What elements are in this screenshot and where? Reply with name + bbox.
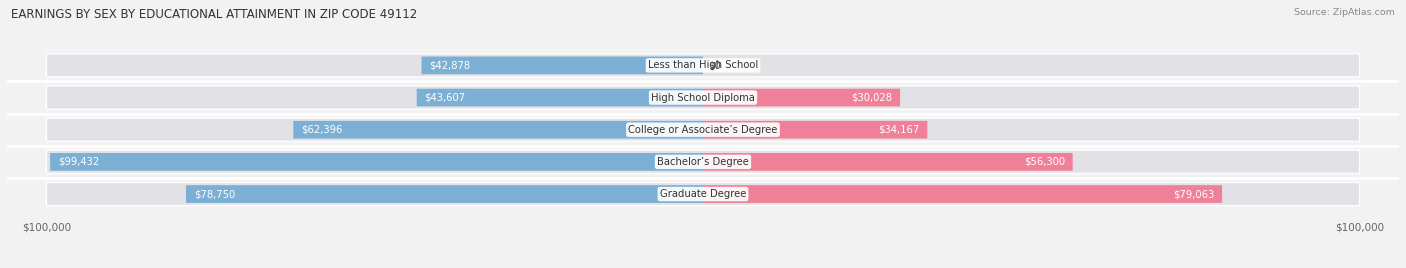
Text: $34,167: $34,167 [879,125,920,135]
FancyBboxPatch shape [46,183,1360,206]
Text: $30,028: $30,028 [851,92,893,103]
FancyBboxPatch shape [703,89,900,106]
FancyBboxPatch shape [416,89,703,106]
Text: Less than High School: Less than High School [648,60,758,70]
Text: $0: $0 [709,60,721,70]
FancyBboxPatch shape [294,121,703,139]
Text: $79,063: $79,063 [1173,189,1215,199]
FancyBboxPatch shape [186,185,703,203]
FancyBboxPatch shape [703,185,1222,203]
Text: $78,750: $78,750 [194,189,235,199]
Text: $56,300: $56,300 [1024,157,1064,167]
Text: $42,878: $42,878 [429,60,471,70]
Text: EARNINGS BY SEX BY EDUCATIONAL ATTAINMENT IN ZIP CODE 49112: EARNINGS BY SEX BY EDUCATIONAL ATTAINMEN… [11,8,418,21]
Text: $62,396: $62,396 [301,125,343,135]
Text: Bachelor’s Degree: Bachelor’s Degree [657,157,749,167]
Text: Graduate Degree: Graduate Degree [659,189,747,199]
Text: High School Diploma: High School Diploma [651,92,755,103]
Text: Source: ZipAtlas.com: Source: ZipAtlas.com [1294,8,1395,17]
Text: $43,607: $43,607 [425,92,465,103]
FancyBboxPatch shape [46,86,1360,109]
FancyBboxPatch shape [46,54,1360,77]
FancyBboxPatch shape [51,153,703,171]
FancyBboxPatch shape [703,121,928,139]
Text: $99,432: $99,432 [58,157,100,167]
FancyBboxPatch shape [46,118,1360,141]
FancyBboxPatch shape [422,57,703,74]
Text: College or Associate’s Degree: College or Associate’s Degree [628,125,778,135]
FancyBboxPatch shape [46,150,1360,173]
FancyBboxPatch shape [703,153,1073,171]
